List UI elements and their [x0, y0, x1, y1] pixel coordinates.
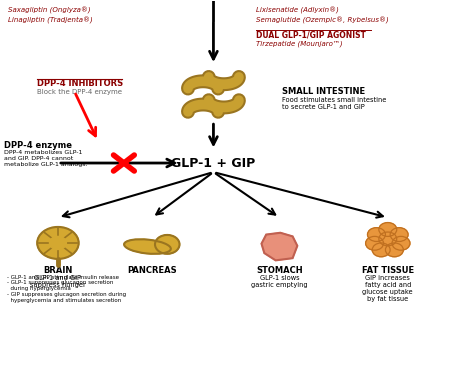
- Circle shape: [365, 236, 383, 250]
- Text: GLP-1 and GIP
suppress hunger: GLP-1 and GIP suppress hunger: [30, 274, 86, 288]
- Text: Lixisenatide (Adlyxin®): Lixisenatide (Adlyxin®): [256, 7, 339, 14]
- Text: GIP increases
fatty acid and
glucose uptake
by fat tissue: GIP increases fatty acid and glucose upt…: [363, 274, 413, 302]
- Text: Tirzepatide (Mounjaro™): Tirzepatide (Mounjaro™): [256, 41, 343, 47]
- Ellipse shape: [124, 239, 171, 254]
- Text: GLP-1 + GIP: GLP-1 + GIP: [171, 157, 255, 169]
- Text: DPP-4 metabolizes GLP-1
and GIP. DPP-4 cannot
metabolize GLP-1 analogs.: DPP-4 metabolizes GLP-1 and GIP. DPP-4 c…: [4, 150, 87, 167]
- Circle shape: [155, 235, 180, 254]
- Circle shape: [385, 243, 403, 257]
- Text: DUAL GLP-1/GIP AGONIST: DUAL GLP-1/GIP AGONIST: [256, 30, 366, 40]
- Circle shape: [49, 236, 66, 250]
- Text: Food stimulates small intestine
to secrete GLP-1 and GIP: Food stimulates small intestine to secre…: [282, 97, 386, 109]
- Text: DPP-4 enzyme: DPP-4 enzyme: [4, 141, 72, 150]
- Text: - GLP-1 and GIP stimulate insulin release
- GLP-1 suppresses glucagon secretion
: - GLP-1 and GIP stimulate insulin releas…: [7, 274, 126, 303]
- Text: BRAIN: BRAIN: [43, 266, 73, 275]
- Circle shape: [367, 228, 385, 242]
- Text: DPP-4 INHIBITORS: DPP-4 INHIBITORS: [36, 79, 123, 89]
- Text: Block the DPP-4 enzyme: Block the DPP-4 enzyme: [36, 89, 122, 94]
- Text: GLP-1 slows
gastric emptying: GLP-1 slows gastric emptying: [251, 274, 308, 288]
- Text: Saxagliptin (Onglyza®): Saxagliptin (Onglyza®): [9, 7, 91, 14]
- Circle shape: [379, 232, 397, 246]
- Polygon shape: [262, 233, 297, 260]
- Circle shape: [372, 243, 390, 257]
- Text: Linagliptin (Tradjenta®): Linagliptin (Tradjenta®): [9, 16, 93, 24]
- Circle shape: [390, 228, 408, 242]
- Text: FAT TISSUE: FAT TISSUE: [362, 266, 414, 275]
- Text: STOMACH: STOMACH: [256, 266, 303, 275]
- Circle shape: [392, 236, 410, 250]
- Text: Semaglutide (Ozempic®, Rybelsus®): Semaglutide (Ozempic®, Rybelsus®): [256, 16, 389, 24]
- Circle shape: [379, 223, 397, 236]
- Text: SMALL INTESTINE: SMALL INTESTINE: [282, 87, 365, 96]
- Circle shape: [37, 227, 79, 259]
- Text: PANCREAS: PANCREAS: [128, 266, 177, 275]
